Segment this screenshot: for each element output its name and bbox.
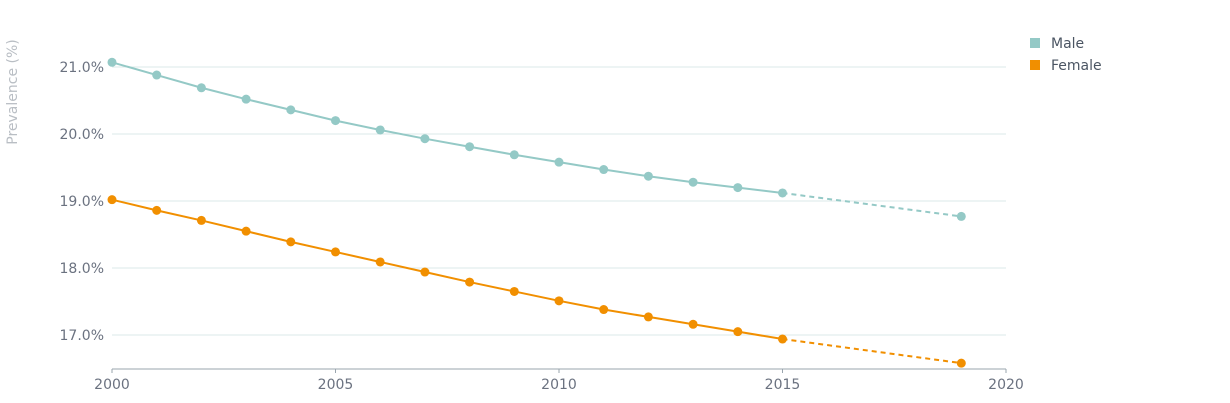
data-point-male[interactable] [420, 134, 430, 144]
data-point-female[interactable] [196, 215, 206, 225]
data-point-male[interactable] [286, 105, 296, 115]
data-point-male[interactable] [554, 157, 564, 167]
data-point-female[interactable] [554, 296, 564, 306]
legend-label-female[interactable]: Female [1051, 58, 1102, 74]
series-layer [107, 57, 966, 368]
x-tick-label: 2010 [541, 377, 577, 393]
legend-swatch-female [1030, 60, 1040, 70]
data-point-female[interactable] [241, 226, 251, 236]
y-tick-label: 18.0% [60, 261, 104, 277]
data-point-female[interactable] [375, 257, 385, 267]
data-point-male[interactable] [509, 150, 519, 160]
data-point-female[interactable] [107, 195, 117, 205]
x-tick-label: 2000 [94, 377, 130, 393]
data-point-female[interactable] [420, 267, 430, 277]
series-line-male [111, 61, 783, 194]
data-point-male[interactable] [375, 125, 385, 135]
grid-lines [112, 66, 1006, 336]
series-male [107, 57, 966, 221]
data-point-male[interactable] [956, 211, 966, 221]
data-point-female[interactable] [643, 312, 653, 322]
data-point-male[interactable] [152, 70, 162, 80]
data-point-female[interactable] [778, 334, 787, 344]
series-female [107, 195, 966, 368]
data-point-female[interactable] [331, 247, 340, 257]
data-point-female[interactable] [465, 277, 475, 287]
x-tick-labels: 2000 2005 2010 2015 2020 [94, 369, 1024, 393]
data-point-female[interactable] [509, 286, 519, 296]
y-tick-label: 20.0% [60, 127, 104, 143]
x-tick-label: 2005 [318, 377, 354, 393]
data-point-male[interactable] [465, 142, 475, 152]
x-tick-label: 2015 [765, 377, 801, 393]
legend: Male Female [1030, 36, 1102, 74]
y-tick-labels: 17.0% 18.0% 19.0% 20.0% 21.0% [60, 60, 104, 344]
data-point-male[interactable] [778, 188, 787, 198]
data-point-male[interactable] [241, 94, 251, 104]
series-projection-line-female [782, 338, 962, 365]
data-point-male[interactable] [733, 183, 743, 193]
data-point-female[interactable] [286, 237, 296, 247]
data-point-male[interactable] [688, 177, 698, 187]
data-point-male[interactable] [196, 83, 206, 93]
y-tick-label: 19.0% [60, 194, 104, 210]
data-point-male[interactable] [599, 165, 609, 175]
data-point-male[interactable] [107, 57, 117, 67]
y-tick-label: 21.0% [60, 60, 104, 76]
series-projection-line-male [782, 191, 962, 218]
data-point-female[interactable] [956, 358, 966, 368]
data-point-male[interactable] [643, 171, 653, 181]
data-point-female[interactable] [152, 205, 162, 215]
series-line-female [111, 198, 783, 341]
x-tick-label: 2020 [988, 377, 1024, 393]
data-point-female[interactable] [733, 327, 743, 337]
data-point-male[interactable] [331, 116, 340, 126]
data-point-female[interactable] [688, 319, 698, 329]
legend-swatch-male [1030, 38, 1040, 48]
data-point-female[interactable] [599, 305, 609, 315]
legend-label-male[interactable]: Male [1051, 36, 1084, 52]
y-tick-label: 17.0% [60, 328, 104, 344]
y-axis-title: Prevalence (%) [5, 39, 21, 145]
